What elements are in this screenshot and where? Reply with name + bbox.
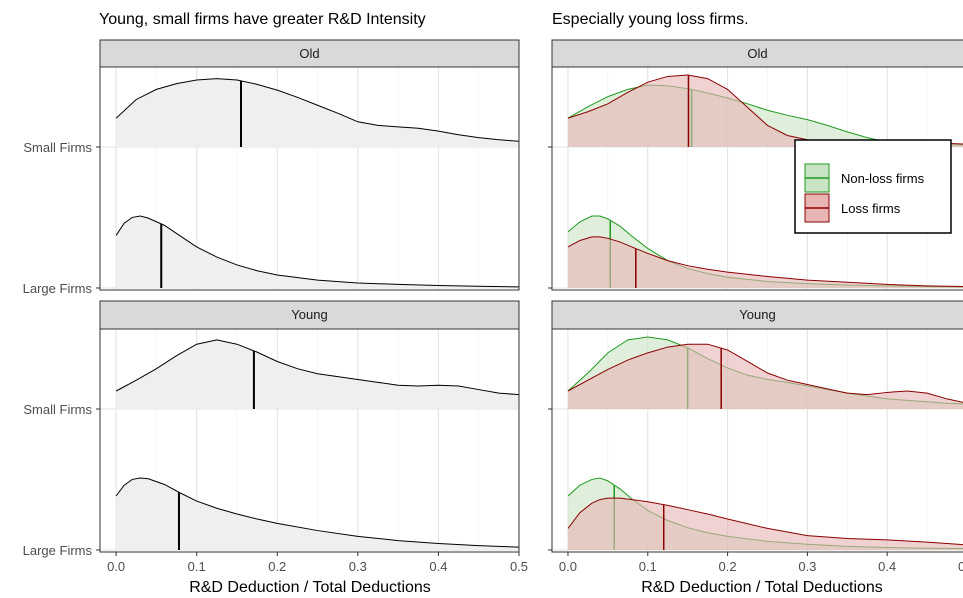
panel-border [99,66,520,291]
density-line [567,236,963,287]
facet-strip [551,300,963,330]
density-area [116,339,519,409]
density-line [115,215,519,288]
x-tick-label: 0.2 [268,559,286,574]
panel [552,329,963,552]
facet-strip-label: Young [739,307,775,322]
x-tick-label: 0.5 [958,559,963,574]
density-line [115,477,519,548]
x-tick-label: 0.2 [719,559,737,574]
panel [100,67,519,290]
density-line [115,339,519,396]
panel-border [551,328,963,553]
density-area [116,216,519,288]
facet-strip-label: Young [291,307,327,322]
x-tick-label: 0.5 [510,559,528,574]
legend-label: Non-loss firms [841,171,925,186]
facet-strip [551,39,963,68]
left-x-axis-label: R&D Deduction / Total Deductions [189,579,431,596]
facet-strip-label: Old [747,46,767,61]
x-tick-label: 0.4 [429,559,447,574]
x-tick-label: 0.3 [798,559,816,574]
density-area [116,478,519,550]
y-tick-label: Small Firms [23,140,92,155]
facet-strip [99,39,520,68]
panel-border [551,66,963,291]
density-line [567,497,963,546]
x-tick-label: 0.3 [349,559,367,574]
density-line [115,78,519,142]
density-area [567,236,963,288]
right-x-axis-label: R&D Deduction / Total Deductions [641,579,883,596]
x-tick-label: 0.0 [559,559,577,574]
y-tick-label: Large Firms [23,281,93,296]
left-chart-title: Young, small firms have greater R&D Inte… [99,11,426,28]
legend-label: Loss firms [841,201,901,216]
density-area [116,78,519,147]
x-tick-label: 0.1 [639,559,657,574]
x-tick-label: 0.0 [107,559,125,574]
right-chart-title: Especially young loss firms. [552,11,749,28]
density-area [567,75,963,147]
facet-strip-label: Old [299,46,319,61]
density-area [567,344,963,409]
x-tick-label: 0.4 [878,559,896,574]
y-tick-label: Small Firms [23,402,92,417]
panel-border [99,328,520,553]
density-area [567,498,963,550]
density-line [567,343,963,403]
panel [100,329,519,552]
y-tick-label: Large Firms [23,543,93,558]
x-tick-label: 0.1 [188,559,206,574]
